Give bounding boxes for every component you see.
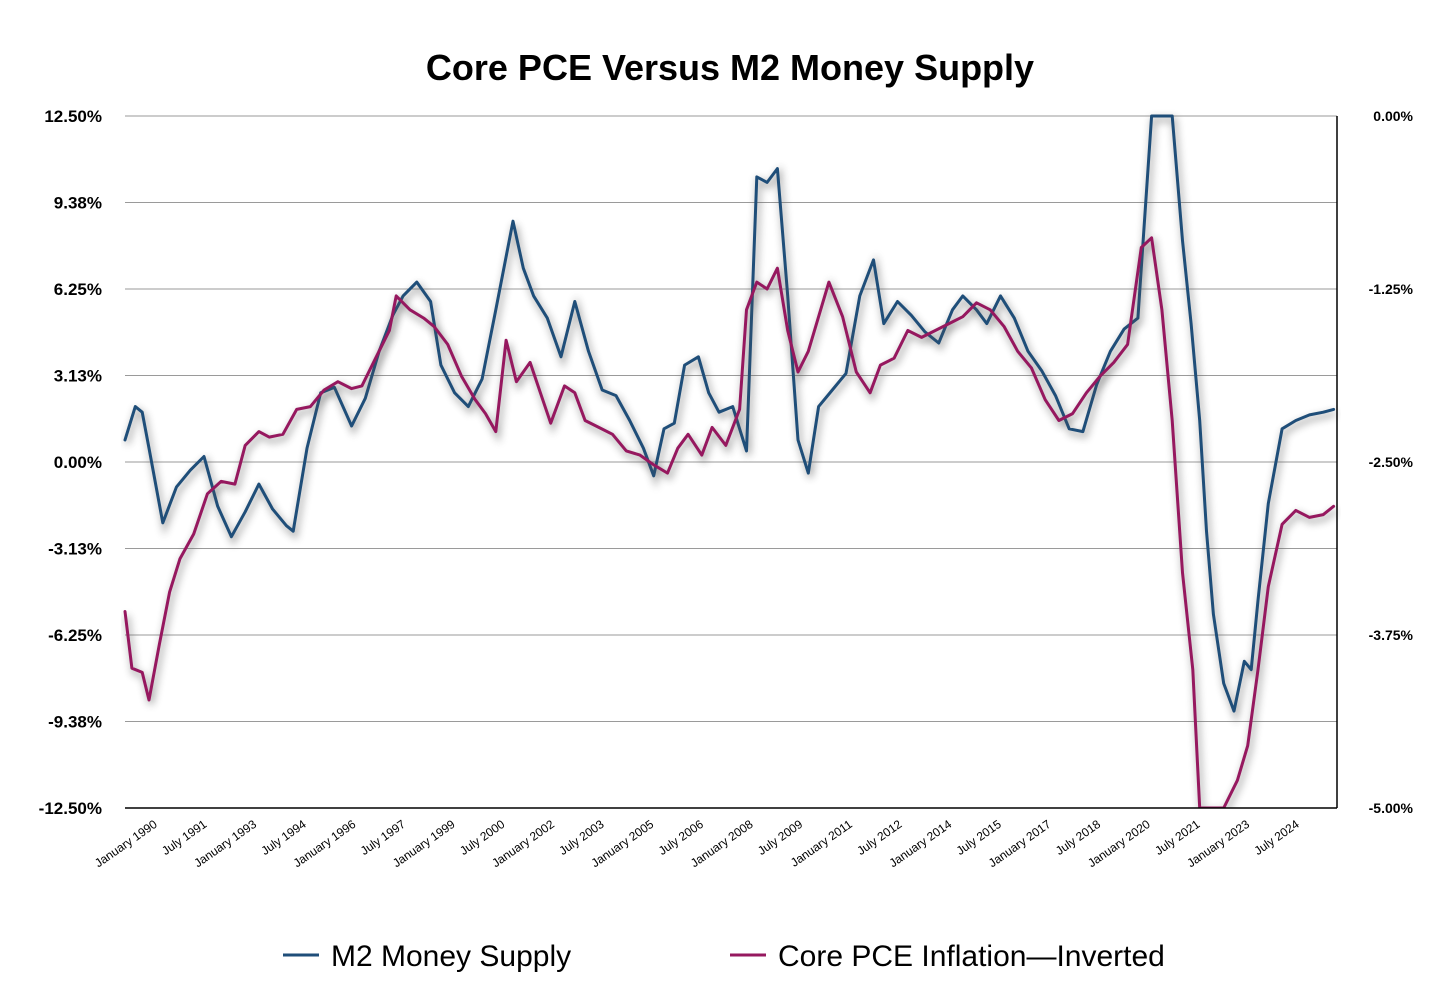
y-right-tick-label: -2.50%	[1369, 454, 1414, 470]
core-pce-inverted-line	[123, 236, 1336, 808]
y-axis-left-ticks: 12.50% 9.38% 6.25% 3.13% 0.00% -3.13% -6.25% -9…	[39, 107, 102, 818]
y-axis-right-ticks: 0.00% -1.25% -2.50% -3.75% -5.00%	[1369, 108, 1414, 816]
y-right-tick-label: -5.00%	[1369, 800, 1414, 816]
series-shadow	[124, 236, 1338, 808]
chart-title: Core PCE Versus M2 Money Supply	[426, 47, 1034, 88]
series-shadow	[124, 117, 1337, 725]
y-left-tick-label: -6.25%	[48, 626, 102, 645]
y-left-tick-label: -12.50%	[39, 799, 102, 818]
legend-label: Core PCE Inflation—Inverted	[778, 940, 1165, 973]
axes	[125, 116, 1338, 809]
x-tick-label: July 2024	[1252, 817, 1302, 858]
y-left-tick-label: -3.13%	[48, 540, 102, 559]
y-left-tick-label: 6.25%	[54, 280, 102, 299]
y-left-tick-label: 9.38%	[54, 194, 102, 213]
x-tick-label: January 1990	[92, 817, 160, 870]
series-group	[123, 114, 1337, 725]
y-left-tick-label: 3.13%	[54, 367, 102, 386]
y-left-tick-label: 0.00%	[54, 453, 102, 472]
legend: M2 Money Supply Core PCE Inflation—Invert…	[283, 940, 1165, 973]
series-lines	[123, 114, 1338, 808]
y-right-tick-label: -3.75%	[1369, 627, 1414, 643]
y-left-tick-label: 12.50%	[44, 107, 102, 126]
series-group	[123, 236, 1338, 808]
y-right-tick-label: 0.00%	[1373, 108, 1413, 124]
gridlines	[125, 115, 1337, 722]
y-right-tick-label: -1.25%	[1369, 281, 1414, 297]
y-left-tick-label: -9.38%	[48, 713, 102, 732]
legend-label: M2 Money Supply	[331, 940, 571, 973]
